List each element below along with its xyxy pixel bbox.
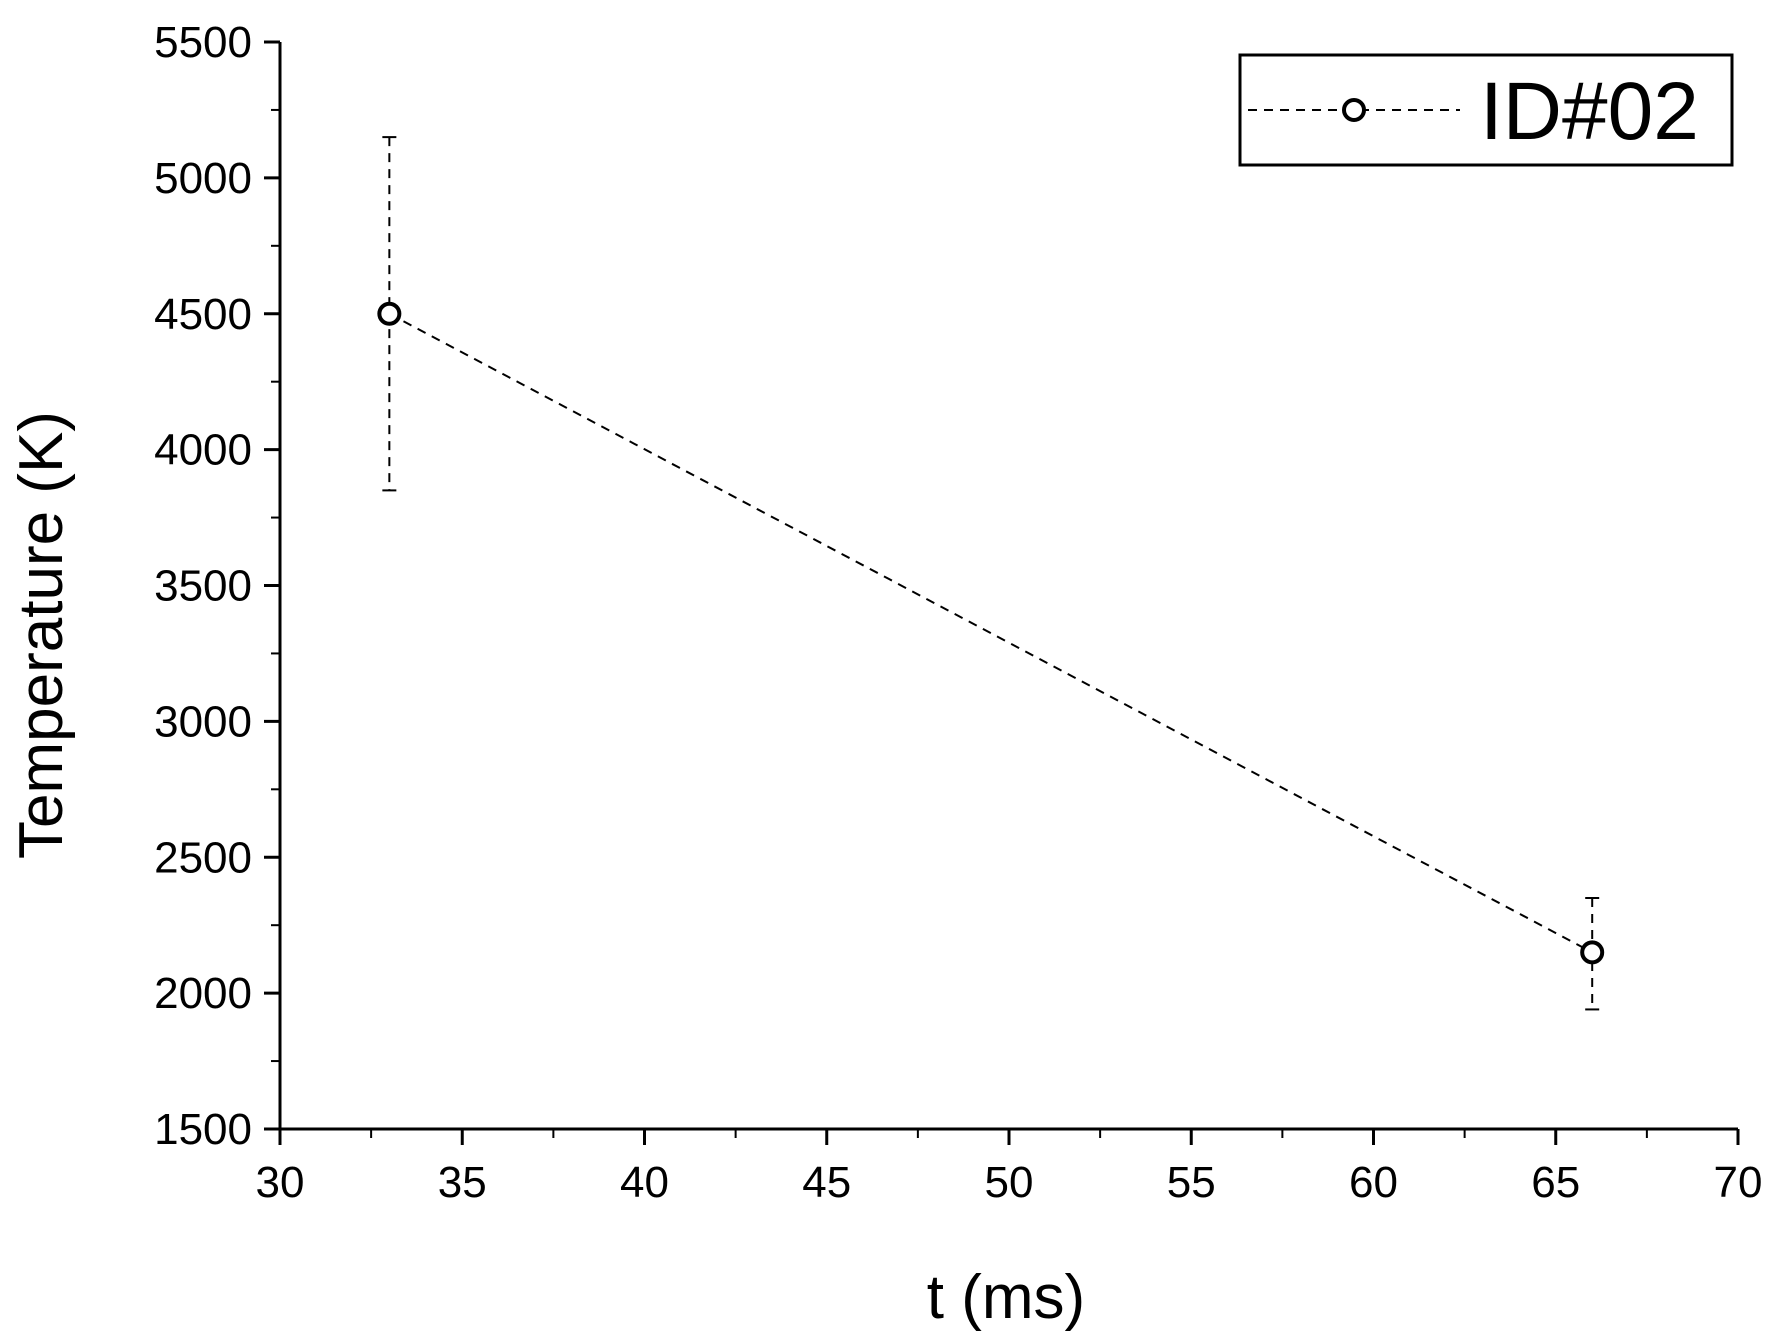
y-tick-label: 3000 bbox=[154, 697, 252, 746]
legend-box bbox=[1238, 53, 1734, 167]
legend: ID#02 bbox=[1238, 53, 1734, 167]
y-tick-label: 4500 bbox=[154, 290, 252, 339]
y-tick-label: 4000 bbox=[154, 426, 252, 475]
y-axis-title: Temperature (K) bbox=[7, 411, 76, 859]
series-line bbox=[388, 312, 1593, 954]
y-tick-label: 1500 bbox=[154, 1105, 252, 1154]
series-layer bbox=[377, 136, 1605, 1011]
y-tick-label: 5000 bbox=[154, 154, 252, 203]
data-point bbox=[1580, 940, 1605, 965]
x-tick-label: 70 bbox=[1714, 1158, 1763, 1207]
y-tick-label: 5500 bbox=[154, 18, 252, 67]
x-tick-label: 55 bbox=[1167, 1158, 1216, 1207]
x-tick-label: 65 bbox=[1531, 1158, 1580, 1207]
y-tick-label: 2500 bbox=[154, 833, 252, 882]
x-tick-label: 50 bbox=[985, 1158, 1034, 1207]
x-tick-label: 35 bbox=[438, 1158, 487, 1207]
x-tick-label: 45 bbox=[802, 1158, 851, 1207]
y-tick-label: 2000 bbox=[154, 969, 252, 1018]
legend-marker bbox=[1342, 98, 1366, 122]
x-tick-label: 30 bbox=[256, 1158, 305, 1207]
x-axis-title: t (ms) bbox=[927, 1263, 1085, 1332]
legend-label: ID#02 bbox=[1480, 66, 1699, 157]
x-tick-label: 40 bbox=[620, 1158, 669, 1207]
data-point bbox=[377, 301, 402, 326]
axes: 30 35 40 45 50 55 60 65 70 1500 2000 2500 3000 3500 40… bbox=[154, 18, 1762, 1207]
x-tick-label: 60 bbox=[1349, 1158, 1398, 1207]
y-tick-label: 3500 bbox=[154, 562, 252, 611]
